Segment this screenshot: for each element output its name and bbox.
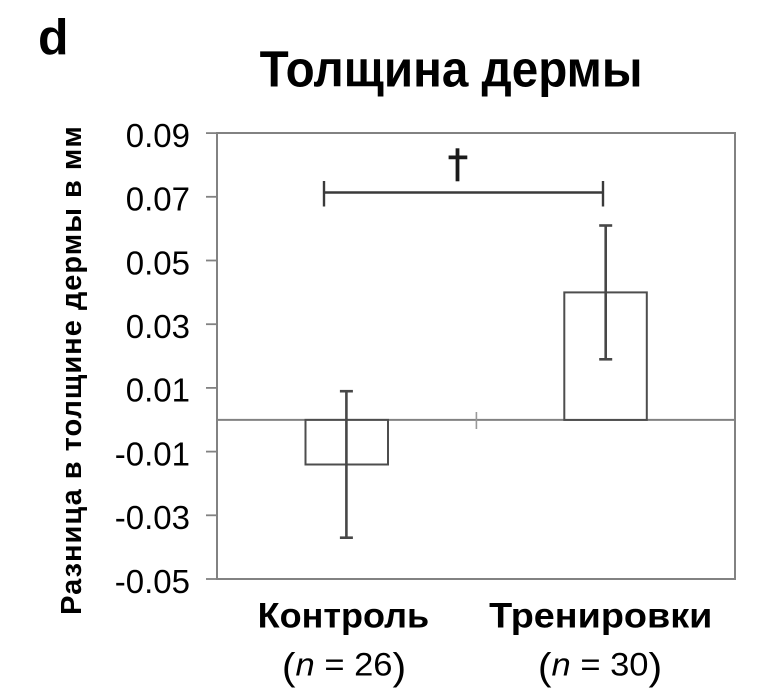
- svg-text:Тренировки: Тренировки: [489, 596, 712, 635]
- svg-text:0.07: 0.07: [126, 181, 190, 218]
- svg-text:-0.01: -0.01: [115, 435, 190, 472]
- svg-text:d: d: [38, 9, 69, 65]
- svg-text:Контроль: Контроль: [258, 596, 430, 635]
- svg-text:(n = 30): (n = 30): [538, 646, 662, 688]
- svg-text:0.09: 0.09: [126, 117, 190, 154]
- svg-text:(n = 26): (n = 26): [282, 646, 406, 688]
- svg-text:-0.05: -0.05: [115, 563, 190, 600]
- svg-text:0.01: 0.01: [126, 372, 190, 409]
- svg-text:0.03: 0.03: [126, 308, 190, 345]
- svg-text:0.05: 0.05: [126, 244, 190, 281]
- svg-text:Разница в толщине дермы в мм: Разница в толщине дермы в мм: [56, 125, 88, 615]
- svg-text:-0.03: -0.03: [115, 499, 190, 536]
- svg-text:Толщина дермы: Толщина дермы: [260, 41, 643, 98]
